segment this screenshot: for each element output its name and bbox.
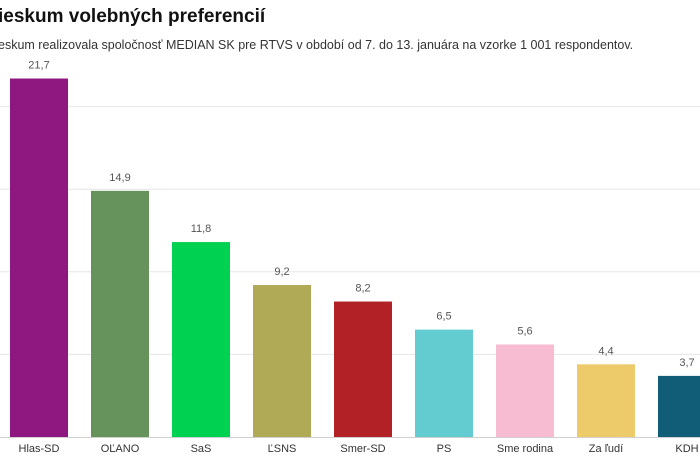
category-label: Za ľudí	[589, 443, 623, 455]
category-label: SaS	[191, 443, 212, 455]
value-label: 21,7	[28, 60, 49, 72]
category-label: ĽSNS	[268, 443, 297, 455]
bar-6[interactable]	[496, 344, 554, 437]
value-label: 5,6	[517, 325, 532, 337]
bar-1[interactable]	[91, 190, 149, 437]
bar-5[interactable]	[415, 329, 473, 437]
value-labels: 21,7 14,9 11,8 9,2 8,2 6,5 5,6 4,4 3,7	[28, 60, 694, 369]
bar-0[interactable]	[10, 78, 68, 438]
category-label: PS	[437, 443, 452, 455]
category-label: Hlas-SD	[19, 443, 60, 455]
chart-title: ieskum volebných preferencií	[0, 6, 266, 27]
category-label: Sme rodina	[497, 443, 554, 455]
category-label: OĽANO	[101, 443, 140, 455]
bar-4[interactable]	[334, 301, 392, 437]
value-label: 14,9	[109, 172, 130, 184]
category-labels: Hlas-SD OĽANO SaS ĽSNS Smer-SD PS Sme rodina Za…	[19, 443, 699, 455]
bars	[10, 78, 700, 438]
bar-2[interactable]	[172, 242, 230, 437]
category-label: KDH	[675, 443, 698, 455]
value-label: 11,8	[191, 223, 212, 235]
category-label: Smer-SD	[340, 443, 385, 455]
bar-3[interactable]	[253, 285, 311, 437]
value-label: 6,5	[436, 311, 451, 323]
chart-subtitle: eskum realizovala spoločnosť MEDIAN SK p…	[0, 38, 634, 52]
value-label: 3,7	[679, 357, 694, 369]
bar-7[interactable]	[577, 364, 635, 437]
value-label: 9,2	[274, 266, 289, 278]
bar-8[interactable]	[658, 375, 700, 437]
value-label: 8,2	[355, 283, 370, 295]
value-label: 4,4	[598, 345, 613, 357]
